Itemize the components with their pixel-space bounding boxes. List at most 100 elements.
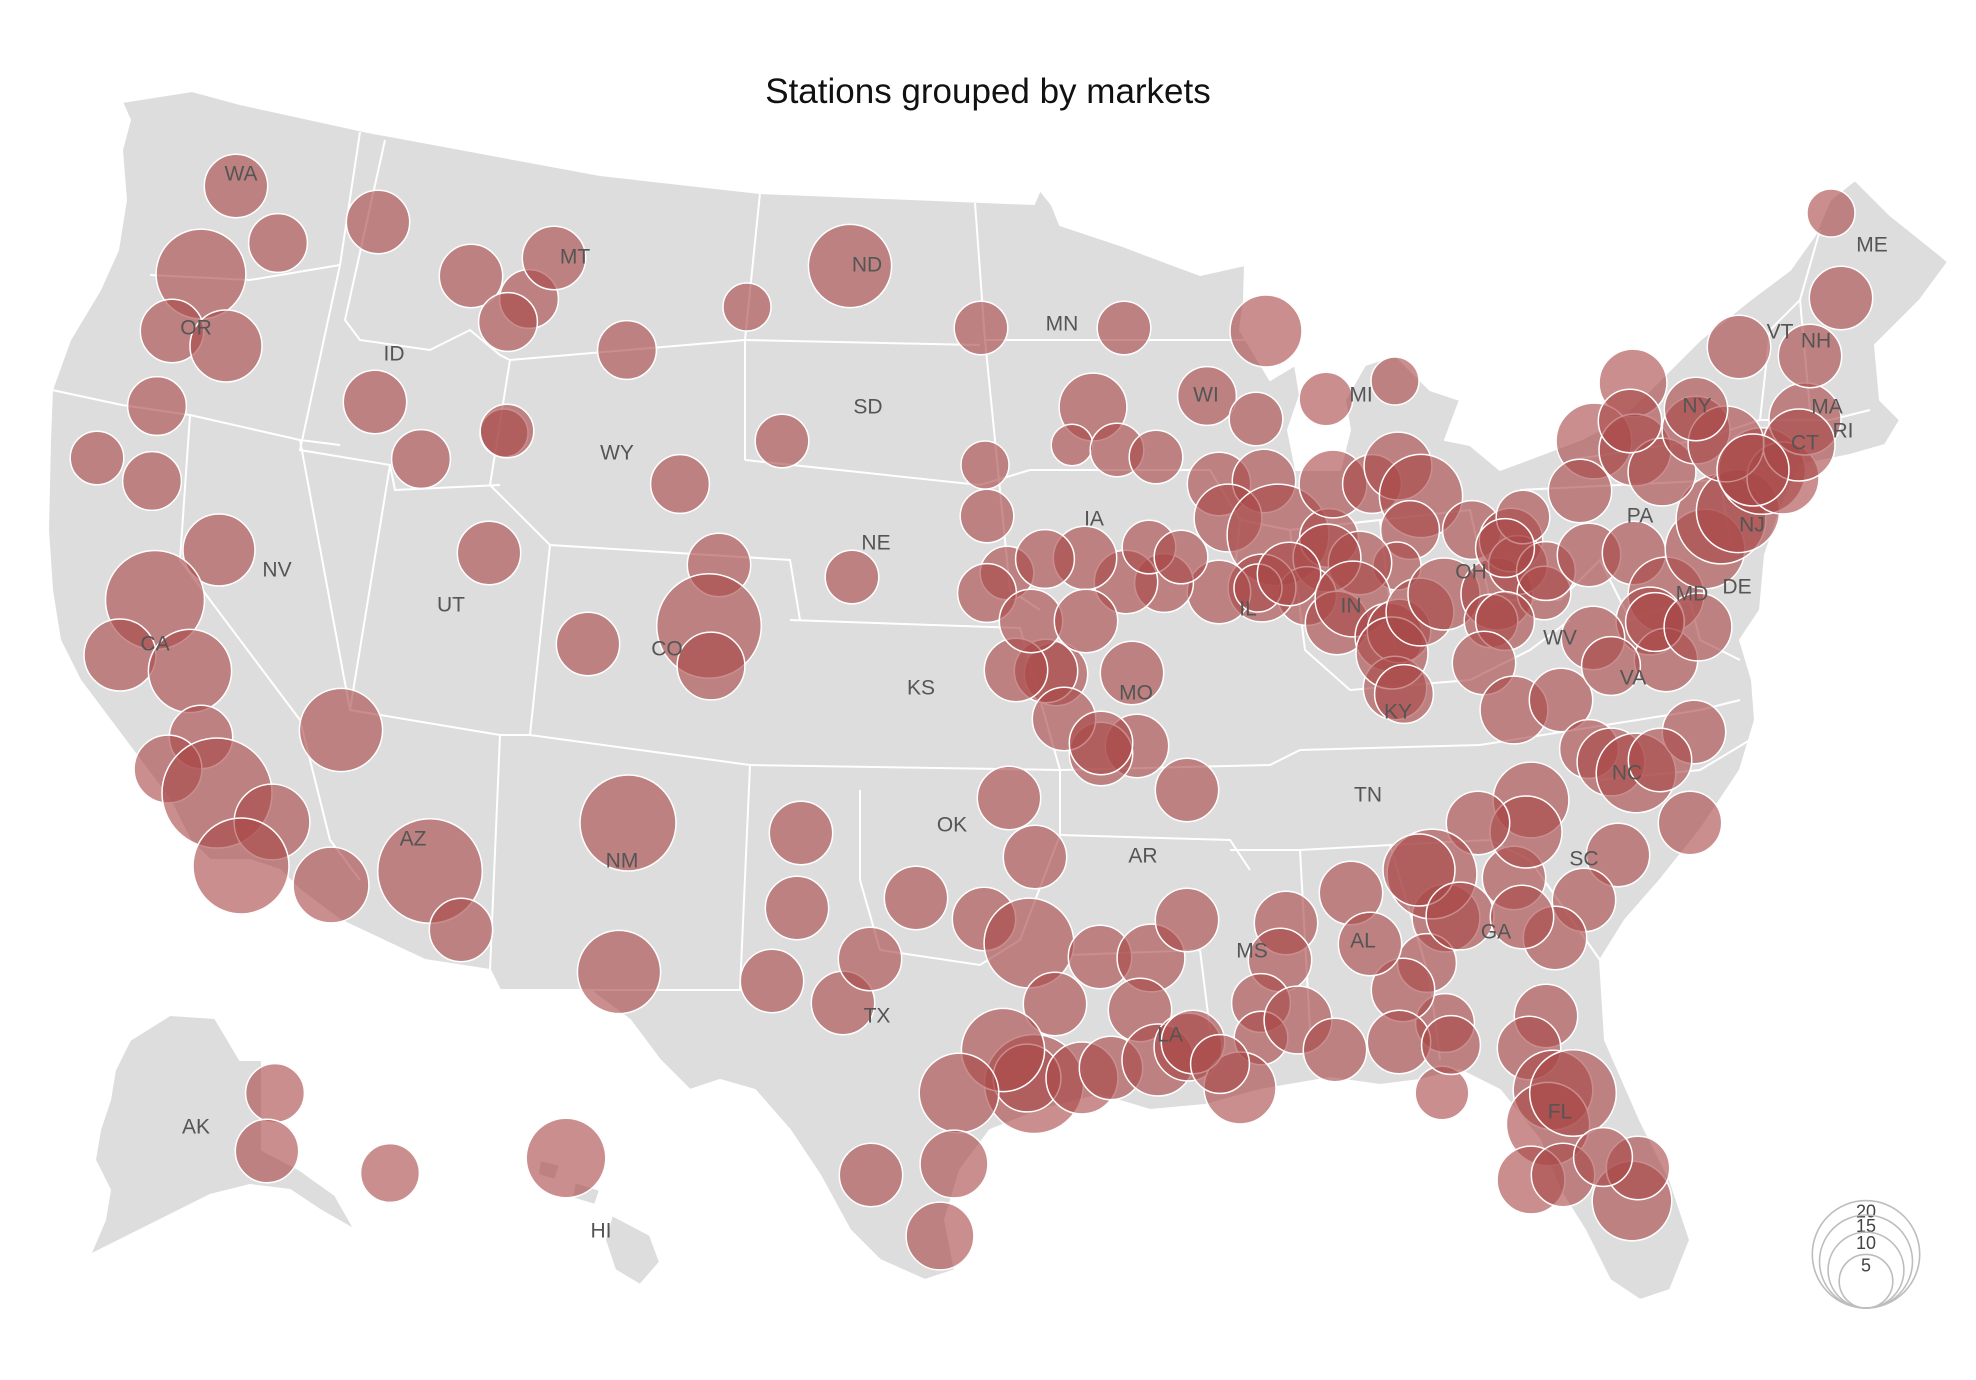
market-bubbles: [69, 153, 1874, 1271]
market-bubble[interactable]: [676, 631, 746, 701]
market-bubble[interactable]: [976, 765, 1042, 831]
market-bubble[interactable]: [953, 300, 1009, 356]
market-bubble[interactable]: [1228, 391, 1284, 447]
market-bubble[interactable]: [1706, 314, 1772, 380]
state-label-ms: MS: [1236, 940, 1268, 963]
market-bubble[interactable]: [1154, 757, 1220, 823]
market-bubble[interactable]: [479, 403, 535, 459]
market-bubble[interactable]: [203, 153, 269, 219]
state-label-ny: NY: [1682, 395, 1711, 418]
market-bubble[interactable]: [1053, 588, 1119, 654]
market-bubble[interactable]: [919, 1129, 989, 1199]
market-bubble[interactable]: [1597, 388, 1663, 454]
market-bubble[interactable]: [342, 369, 408, 435]
market-bubble[interactable]: [1298, 371, 1354, 427]
state-label-ca: CA: [140, 633, 169, 656]
market-bubble[interactable]: [521, 225, 587, 291]
market-bubble[interactable]: [838, 1142, 904, 1208]
market-bubble[interactable]: [1414, 1065, 1470, 1121]
market-bubble[interactable]: [1176, 365, 1238, 427]
market-bubble[interactable]: [1627, 727, 1693, 793]
market-bubble[interactable]: [649, 453, 711, 515]
market-bubble[interactable]: [579, 774, 677, 872]
market-bubble[interactable]: [1420, 1014, 1482, 1076]
market-bubble[interactable]: [345, 189, 411, 255]
market-bubble[interactable]: [1096, 300, 1152, 356]
market-bubble[interactable]: [1580, 635, 1642, 697]
market-bubble[interactable]: [234, 1118, 300, 1184]
market-bubble[interactable]: [1099, 640, 1165, 706]
market-bubble[interactable]: [739, 948, 805, 1014]
market-bubble[interactable]: [960, 440, 1010, 490]
market-bubble[interactable]: [998, 588, 1064, 654]
market-bubble[interactable]: [1337, 911, 1403, 977]
market-bubble[interactable]: [121, 450, 183, 512]
market-bubble[interactable]: [438, 243, 504, 309]
market-bubble[interactable]: [1002, 824, 1068, 890]
market-bubble[interactable]: [1022, 971, 1088, 1037]
market-bubble[interactable]: [126, 375, 188, 437]
market-bubble[interactable]: [1128, 429, 1184, 485]
market-bubble[interactable]: [1808, 265, 1874, 331]
market-bubble[interactable]: [754, 413, 810, 469]
market-bubble[interactable]: [428, 897, 494, 963]
market-bubble[interactable]: [1189, 1033, 1251, 1095]
market-bubble[interactable]: [1528, 667, 1594, 733]
market-bubble[interactable]: [1474, 517, 1536, 579]
market-bubble[interactable]: [1547, 458, 1613, 524]
market-bubble[interactable]: [1154, 887, 1220, 953]
market-bubble[interactable]: [1229, 294, 1303, 368]
market-bubble[interactable]: [1663, 592, 1733, 662]
market-bubble[interactable]: [768, 800, 834, 866]
market-bubble[interactable]: [1373, 663, 1435, 725]
market-bubble[interactable]: [1445, 790, 1511, 856]
market-bubble[interactable]: [837, 926, 903, 992]
market-bubble[interactable]: [247, 212, 309, 274]
market-bubble[interactable]: [576, 929, 662, 1015]
market-bubble[interactable]: [298, 687, 384, 773]
market-bubble[interactable]: [1370, 356, 1420, 406]
market-bubble[interactable]: [722, 282, 772, 332]
market-bubble[interactable]: [764, 875, 830, 941]
market-bubble[interactable]: [477, 291, 539, 353]
market-bubble[interactable]: [244, 1062, 306, 1124]
state-label-wi: WI: [1193, 384, 1219, 407]
market-bubble[interactable]: [1777, 323, 1843, 389]
state-label-mn: MN: [1046, 313, 1079, 336]
market-bubble[interactable]: [192, 817, 290, 915]
market-bubble[interactable]: [292, 846, 370, 924]
market-bubble[interactable]: [1302, 1017, 1368, 1083]
state-label-wv: WV: [1543, 627, 1577, 650]
market-bubble[interactable]: [359, 1142, 421, 1204]
market-bubble[interactable]: [390, 428, 452, 490]
market-bubble[interactable]: [1068, 710, 1134, 776]
market-bubble[interactable]: [1528, 1048, 1618, 1138]
market-bubble[interactable]: [456, 520, 522, 586]
state-label-mt: MT: [560, 246, 590, 269]
market-bubble[interactable]: [1382, 833, 1456, 907]
market-bubble[interactable]: [1153, 529, 1209, 585]
market-bubble[interactable]: [1572, 1126, 1634, 1188]
market-bubble[interactable]: [596, 319, 658, 381]
market-bubble[interactable]: [555, 611, 621, 677]
market-bubble[interactable]: [525, 1117, 607, 1199]
market-bubble[interactable]: [189, 309, 263, 383]
market-bubble[interactable]: [1050, 423, 1094, 467]
market-bubble[interactable]: [1256, 541, 1322, 607]
market-bubble[interactable]: [1806, 188, 1856, 238]
market-bubble[interactable]: [883, 865, 949, 931]
state-label-nd: ND: [852, 254, 882, 277]
market-bubble[interactable]: [1657, 790, 1723, 856]
market-bubble[interactable]: [1585, 822, 1651, 888]
market-bubble[interactable]: [1489, 884, 1555, 950]
market-bubble[interactable]: [182, 513, 256, 587]
market-bubble[interactable]: [69, 430, 125, 486]
market-bubble[interactable]: [807, 223, 893, 309]
market-bubble[interactable]: [1716, 433, 1790, 507]
market-bubble[interactable]: [905, 1201, 975, 1271]
market-bubble[interactable]: [1014, 528, 1076, 590]
market-bubble[interactable]: [959, 488, 1015, 544]
market-bubble[interactable]: [824, 549, 880, 605]
market-bubble[interactable]: [918, 1052, 1000, 1134]
market-bubble[interactable]: [1663, 376, 1729, 442]
